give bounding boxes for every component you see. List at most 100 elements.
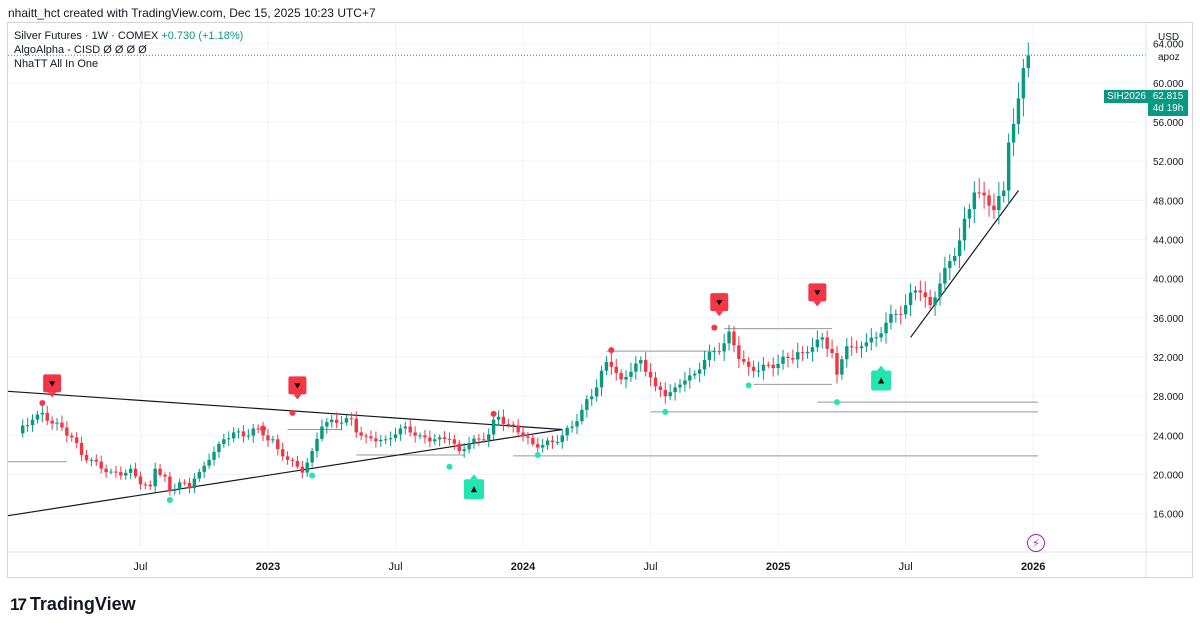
cisd-buy-arrow-icon [470,486,477,493]
candle-body [643,359,648,372]
candle-body [35,414,40,420]
legend-symbol[interactable]: Silver Futures · 1W · COMEX +0.730 (+1.1… [14,29,243,43]
candle-body [364,435,368,437]
candle-body [280,449,285,457]
candle-body [825,337,829,349]
candle-body [536,444,540,448]
candle-body [168,476,172,492]
candle-body [791,357,795,360]
candle-body [325,422,329,427]
candle-body [227,438,231,440]
candle-body [879,333,883,338]
y-tick-label: 24.000 [1153,431,1184,442]
candle-body [344,418,349,423]
candle-body [521,432,525,437]
candle-body [678,384,682,388]
candle-body [477,438,481,440]
tradingview-brand: 17 TradingView [10,594,136,615]
candle-body [423,435,427,438]
swing-high-dot [260,425,267,432]
candle-body [197,471,202,479]
candle-body [379,439,383,442]
candle-body [663,389,668,397]
candle-body [359,432,363,436]
candle-body [295,460,300,467]
candle-body [246,435,251,437]
candle-body [864,342,869,347]
candle-body [192,478,197,489]
candle-body [992,205,996,211]
swing-low-dot [833,399,840,406]
candle-body [114,471,118,473]
cisd-sell-pointer [48,392,57,398]
candle-body [526,436,530,438]
candle-body [153,468,157,487]
candle-body [89,459,94,461]
candle-body [693,373,697,376]
candle-body [45,412,49,421]
candle-body [457,443,461,452]
candle-body [187,482,192,489]
chart-header: nhaitt_hct created with TradingView.com,… [8,6,376,20]
candle-body [545,440,550,446]
y-tick-label: 56.000 [1153,118,1184,129]
currency-label[interactable]: USD [1158,32,1180,43]
candle-body [506,424,511,426]
cisd-sell-pointer [293,394,302,400]
y-tick-label: 28.000 [1153,392,1184,403]
candle-body [943,268,947,284]
legend-indicator-nhatt[interactable]: NhaTT All In One [14,58,99,70]
candle-body [276,439,280,450]
candle-body [398,428,403,435]
y-tick-label: 16.000 [1153,510,1184,521]
candle-body [482,439,486,441]
candle-body [840,359,844,375]
candle-body [972,192,977,210]
candle-body [928,296,932,306]
chart-frame [7,22,1193,578]
candle-body [467,443,471,450]
candle-body [393,434,398,439]
y-tick-label: 44.000 [1153,235,1184,246]
candle-body [835,353,839,375]
swing-high-dot [39,400,46,407]
candle-body [707,351,712,360]
candle-body [717,351,721,353]
candle-body [128,468,133,473]
candle-body [428,437,432,442]
candle-body [25,425,30,427]
candle-body [486,434,491,440]
candle-body [266,435,270,441]
candle-body [594,387,599,397]
candle-body [712,351,717,353]
candle-body [732,331,736,346]
triangle-upper [7,390,563,431]
candle-body [962,218,967,241]
candle-body [903,305,908,315]
candle-body [74,437,79,443]
candle-body [575,421,579,427]
candle-body [1006,142,1011,191]
cisd-buy-pointer [877,365,886,371]
lightning-icon[interactable]: ⚡ [1027,534,1045,552]
swing-high-dot [289,409,296,416]
candle-body [884,322,888,334]
legend-indicator-cisd[interactable]: AlgoAlpha - CISD Ø Ø Ø Ø [14,44,147,56]
scale-mode-label[interactable]: apoz [1158,52,1180,63]
candle-body [251,428,255,436]
candle-body [673,387,677,393]
candle-body [948,261,952,269]
candle-body [241,431,246,437]
swing-low-dot [309,472,316,479]
candle-body [70,435,74,438]
cisd-sell-pointer [813,301,822,307]
candle-body [555,442,560,444]
swing-high-dot [711,324,718,331]
candle-body [869,337,874,343]
candle-body [761,364,766,371]
cisd-buy-pointer [469,474,478,480]
x-tick-label: 2025 [766,561,790,573]
candle-body [918,290,923,293]
candle-body [648,371,653,378]
